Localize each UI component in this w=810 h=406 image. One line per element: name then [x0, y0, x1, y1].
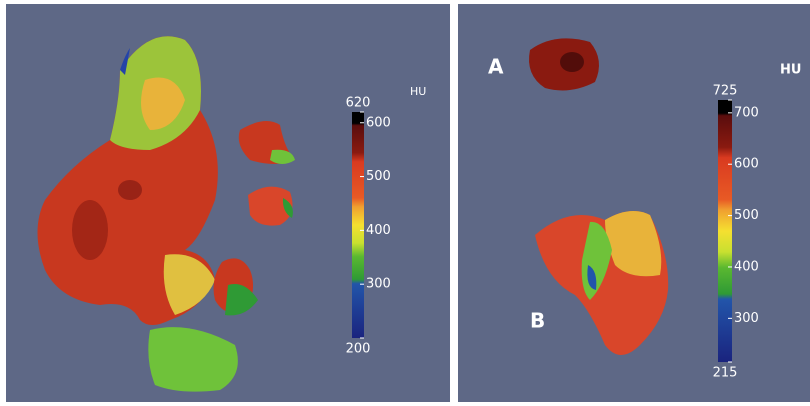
colorbar-unit: HU — [780, 63, 801, 78]
label: A — [488, 55, 504, 79]
tick-label: 725 — [713, 84, 738, 99]
tick-label: 700 — [734, 105, 759, 120]
tick-label: 300 — [366, 277, 391, 292]
tick-label: 620 — [346, 96, 371, 111]
tick-label: 600 — [366, 115, 391, 130]
right-colorbar — [718, 100, 732, 362]
colorbar-unit: HU — [410, 85, 426, 98]
tick-label: 400 — [734, 259, 759, 274]
tick-label: 600 — [734, 157, 759, 172]
tick-label: 500 — [366, 169, 391, 184]
tick-label: 500 — [734, 208, 759, 223]
tick-label: 200 — [346, 342, 371, 357]
label: B — [530, 309, 545, 333]
tick-label: 400 — [366, 223, 391, 238]
left-colorbar — [352, 112, 364, 338]
tick-label: 300 — [734, 311, 759, 326]
figure: HU HU A B 200 300 400 500 600 620 215 300 400 500… — [0, 0, 810, 406]
tick-label: 215 — [713, 366, 738, 381]
